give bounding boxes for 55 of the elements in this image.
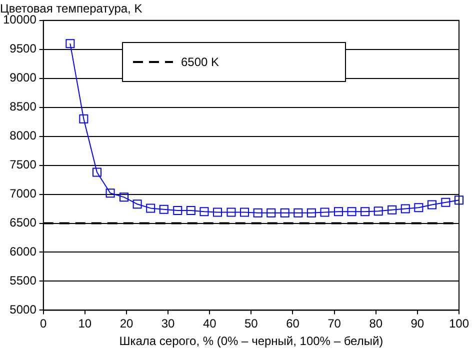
point (146, 204, 156, 213)
x-tick-label: 20 (120, 316, 134, 331)
point (159, 204, 168, 214)
point (454, 196, 464, 205)
point (427, 200, 436, 210)
point (240, 208, 250, 217)
point (347, 207, 356, 216)
x-tick-label: 50 (244, 316, 258, 331)
point (414, 203, 424, 212)
y-tick-label: 8000 (10, 128, 37, 143)
point (253, 208, 262, 218)
point (92, 168, 102, 177)
point (200, 207, 209, 216)
point (120, 192, 128, 202)
y-axis-title: Цветовая температура, K (0, 2, 142, 16)
y-tick-label: 7000 (10, 186, 37, 201)
x-tick-label: 80 (369, 316, 383, 331)
point (79, 114, 88, 124)
point (441, 198, 450, 207)
point (374, 206, 383, 216)
point (266, 208, 276, 218)
point (173, 206, 182, 216)
y-tick-label: 7500 (10, 158, 37, 172)
point (66, 39, 75, 48)
point (280, 208, 290, 218)
x-axis-title: Шкала серого, % (0% – черный, 100% – белый) (119, 334, 384, 348)
point (306, 208, 316, 218)
x-tick-label: 30 (161, 316, 176, 331)
x-tick-label: 100 (448, 316, 470, 331)
x-tick-label: 60 (286, 316, 300, 331)
point (360, 207, 370, 216)
y-tick-label: 9000 (10, 70, 37, 85)
point (400, 204, 410, 214)
point (388, 205, 397, 214)
y-tick-label: 6000 (10, 244, 37, 259)
point (334, 207, 343, 216)
point (186, 206, 196, 216)
y-tick-label: 8500 (10, 100, 37, 114)
legend-label: 6500 K (181, 55, 220, 69)
point (294, 208, 303, 218)
x-tick-label: 0 (40, 316, 48, 331)
point (226, 208, 236, 217)
point (106, 188, 115, 198)
x-tick-label: 40 (202, 316, 217, 331)
point (213, 208, 222, 217)
x-tick-label: 90 (410, 316, 424, 331)
legend: 6500 K (122, 42, 346, 82)
point (320, 208, 330, 217)
y-tick-label: 5000 (10, 302, 37, 317)
point (132, 200, 142, 209)
y-tick-label: 9500 (10, 42, 37, 56)
y-tick-label: 5500 (10, 274, 37, 288)
x-tick-label: 10 (78, 316, 92, 331)
y-tick-label: 6500 (10, 216, 37, 230)
x-tick-label: 70 (328, 316, 342, 331)
